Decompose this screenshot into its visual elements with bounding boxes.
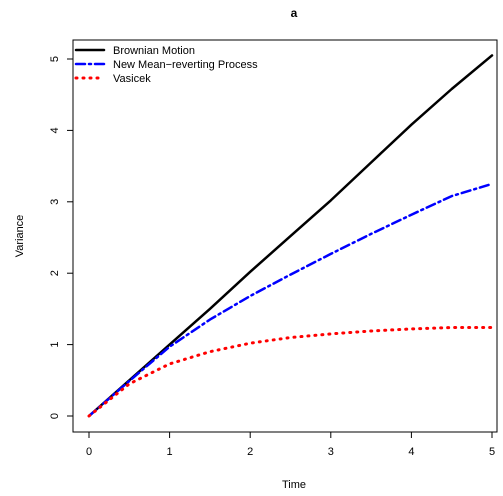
- x-tick-label: 2: [247, 446, 253, 458]
- series-line-1: [87, 54, 494, 418]
- y-axis-title: Variance: [14, 215, 26, 258]
- legend-label-2: New Mean−reverting Process: [113, 59, 258, 71]
- y-tick-label: 4: [49, 127, 61, 133]
- y-tick-label: 1: [49, 342, 61, 348]
- series-layer: [87, 54, 494, 418]
- y-tick-label: 2: [49, 270, 61, 276]
- x-tick-label: 3: [328, 446, 334, 458]
- y-tick-label: 3: [49, 199, 61, 205]
- series-line-2: [87, 182, 494, 418]
- y-tick-label: 0: [49, 413, 61, 419]
- legend: Brownian Motion New Mean−reverting Proces…: [74, 45, 258, 85]
- x-axis-title: Time: [282, 479, 306, 491]
- legend-label-1: Brownian Motion: [113, 45, 195, 57]
- chart-title: a: [291, 6, 298, 20]
- series-line-3: [87, 326, 494, 418]
- legend-label-3: Vasicek: [113, 73, 151, 85]
- x-tick-label: 0: [86, 446, 92, 458]
- x-tick-label: 5: [489, 446, 495, 458]
- axes-layer: 0 1 2 3 4 5 0 1 2 3 4 5: [49, 56, 495, 458]
- x-tick-label: 4: [408, 446, 414, 458]
- x-tick-label: 1: [167, 446, 173, 458]
- y-tick-label: 5: [49, 56, 61, 62]
